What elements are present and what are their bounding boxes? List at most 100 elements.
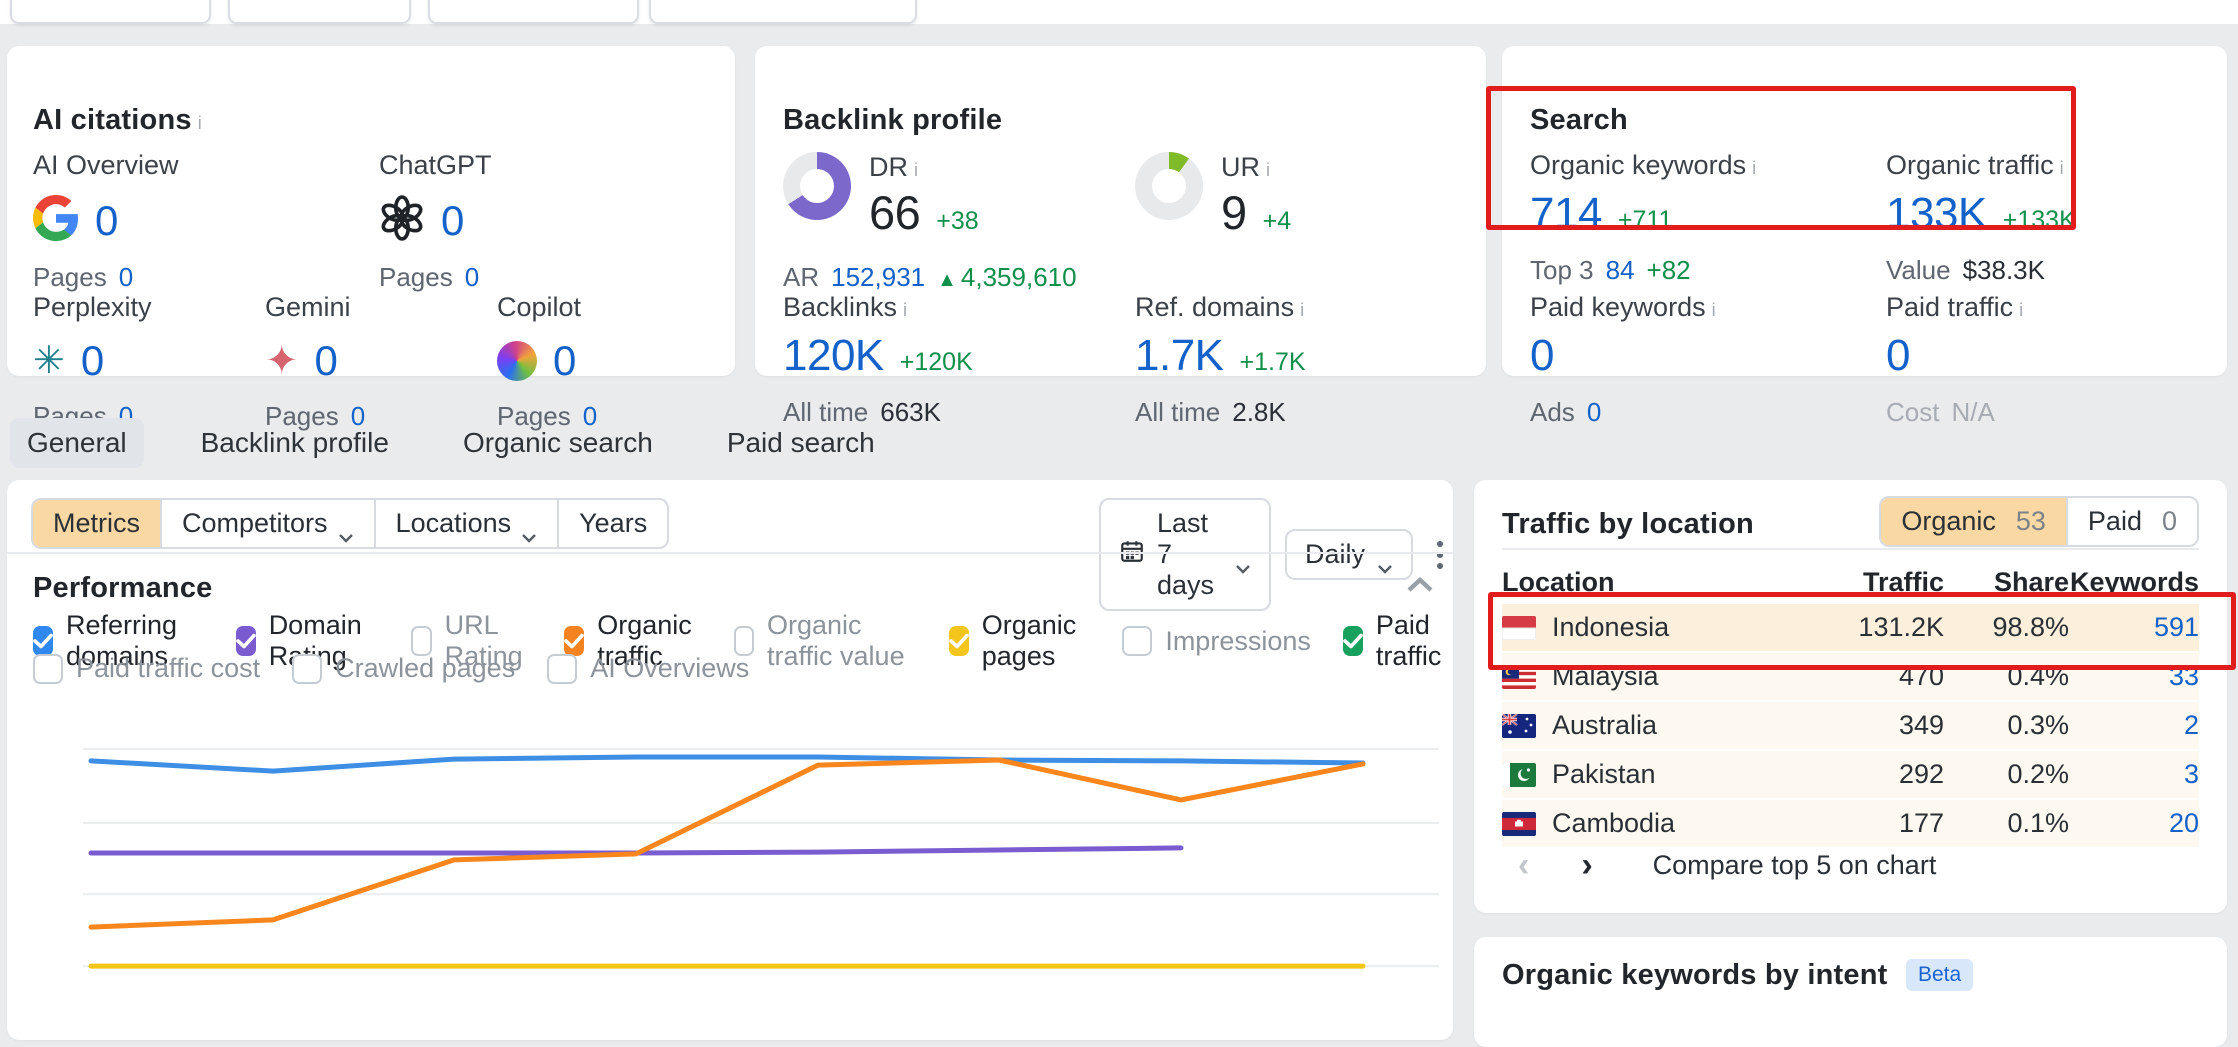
top3-value[interactable]: 84 <box>1605 255 1635 285</box>
checkbox-ai-overviews[interactable]: AI Overviews <box>547 653 749 684</box>
kebab-menu-icon[interactable] <box>1427 531 1453 579</box>
segment-competitors[interactable]: Competitors <box>160 500 374 547</box>
checkbox-url-rating[interactable]: URL Rating <box>411 610 532 672</box>
segment-metrics[interactable]: Metrics <box>33 500 160 547</box>
info-icon[interactable] <box>914 152 918 183</box>
checkbox-paid-traffic-cost[interactable]: Paid traffic cost <box>33 653 260 684</box>
table-row-indonesia[interactable]: Indonesia 131.2K 98.8% 591 <box>1502 602 2199 651</box>
stat-label: DR <box>869 152 908 182</box>
unchecked-checkbox-icon[interactable] <box>411 626 432 656</box>
pages-label: Pages <box>33 262 107 292</box>
granularity-button[interactable]: Daily <box>1284 529 1413 580</box>
stat-value[interactable]: 0 <box>80 337 105 384</box>
backlinks-value[interactable]: 120K <box>783 331 884 380</box>
keywords-link[interactable]: 20 <box>2168 808 2199 838</box>
compare-top5-label[interactable]: Compare top 5 on chart <box>1652 849 1937 880</box>
segment-years[interactable]: Years <box>557 500 667 547</box>
stat-ur: UR 9 +4 <box>1135 152 1291 240</box>
stat-value[interactable]: 0 <box>314 337 338 384</box>
stat-value[interactable]: 0 <box>553 337 577 384</box>
pages-value[interactable]: 0 <box>118 262 134 292</box>
ai-citations-card: AI citations AI Overview 0 Pages 0 ChatGP… <box>7 46 735 431</box>
checked-checkbox-icon[interactable] <box>235 626 256 656</box>
tab-organic-search[interactable]: Organic search <box>462 427 653 458</box>
keywords-link[interactable]: 3 <box>2183 759 2199 789</box>
segment-locations[interactable]: Locations <box>373 500 558 547</box>
next-page-icon[interactable]: › <box>1581 846 1593 884</box>
top-cropped-field[interactable] <box>428 0 639 24</box>
unchecked-checkbox-icon[interactable] <box>1122 626 1153 656</box>
checkbox-organic-pages[interactable]: Organic pages <box>948 610 1091 672</box>
unchecked-checkbox-icon[interactable] <box>33 653 63 684</box>
info-icon[interactable] <box>198 104 202 137</box>
top-cropped-field[interactable] <box>228 0 411 24</box>
backlink-profile-card: Backlink profile DR 66 +38 AR 152,931 4,… <box>755 46 1486 427</box>
checked-checkbox-icon[interactable] <box>564 626 585 656</box>
tab-paid-search[interactable]: Paid search <box>726 427 875 458</box>
checked-checkbox-icon[interactable] <box>33 626 53 656</box>
table-row-cambodia[interactable]: Cambodia 177 0.1% 20 <box>1502 798 2199 847</box>
performance-checkbox-row-2: Paid traffic cost Crawled pages AI Overvie… <box>33 653 749 684</box>
checked-checkbox-icon[interactable] <box>1342 626 1363 656</box>
stat-label: Paid keywords <box>1530 292 1706 322</box>
tab-backlink-profile[interactable]: Backlink profile <box>200 427 389 458</box>
checkbox-label: URL Rating <box>444 610 523 671</box>
checkbox-paid-traffic[interactable]: Paid traffic <box>1342 610 1453 672</box>
organic-count: 53 <box>2015 506 2046 536</box>
toggle-paid[interactable]: Paid 0 <box>2065 498 2197 545</box>
location-table-header: Location Traffic Share Keywords <box>1502 562 2199 602</box>
google-g-icon <box>33 195 79 246</box>
paid-keywords-value[interactable]: 0 <box>1530 331 1554 380</box>
copilot-icon <box>497 341 537 381</box>
checkbox-impressions[interactable]: Impressions <box>1122 626 1311 657</box>
ads-label: Ads <box>1530 397 1575 427</box>
unchecked-checkbox-icon[interactable] <box>292 653 323 684</box>
keywords-link[interactable]: 2 <box>2183 710 2199 740</box>
info-icon[interactable] <box>1266 152 1270 183</box>
unchecked-checkbox-icon[interactable] <box>733 626 755 656</box>
search-title: Search <box>1530 104 1628 136</box>
toggle-organic[interactable]: Organic 53 <box>1881 498 2066 545</box>
stat-paid-keywords: Paid keywords 0 Ads 0 <box>1530 292 1716 428</box>
checkbox-organic-traffic-value[interactable]: Organic traffic value <box>733 610 917 672</box>
checked-checkbox-icon[interactable] <box>948 626 969 656</box>
performance-title: Performance <box>33 572 213 604</box>
stat-value[interactable]: 0 <box>441 196 465 244</box>
tab-general[interactable]: General <box>10 418 144 468</box>
flag-cambodia-icon <box>1502 811 1536 836</box>
top-cropped-field[interactable] <box>10 0 211 24</box>
ar-value[interactable]: 152,931 <box>831 262 926 292</box>
alltime-value: 663K <box>880 397 941 427</box>
pages-value[interactable]: 0 <box>582 401 598 431</box>
checkbox-referring-domains[interactable]: Referring domains <box>33 610 204 672</box>
stat-label: Ref. domains <box>1135 292 1295 322</box>
stat-value[interactable]: 0 <box>95 196 119 244</box>
pages-value[interactable]: 0 <box>464 262 480 292</box>
top-cropped-field[interactable] <box>649 0 917 24</box>
date-range-button[interactable]: Last 7 days <box>1099 498 1271 611</box>
info-icon[interactable] <box>1712 292 1716 323</box>
annotation-box-indonesia <box>1488 592 2236 670</box>
paid-traffic-value[interactable]: 0 <box>1886 331 1910 380</box>
table-row-australia[interactable]: Australia 349 0.3% 2 <box>1502 700 2199 749</box>
info-icon[interactable] <box>1300 292 1304 323</box>
info-icon[interactable] <box>2019 292 2023 323</box>
gemini-icon: ✦ <box>265 339 299 383</box>
view-segmented-control: Metrics Competitors Locations Years <box>31 498 670 549</box>
ads-value[interactable]: 0 <box>1586 397 1602 427</box>
keywords-link[interactable]: 591 <box>2153 612 2199 642</box>
series-referring-domains <box>88 754 1366 774</box>
collapse-chevron-icon[interactable] <box>1405 576 1435 599</box>
backlinks-delta: +120K <box>899 348 973 376</box>
table-row-pakistan[interactable]: Pakistan 292 0.2% 3 <box>1502 749 2199 798</box>
dr-donut-chart <box>783 152 851 220</box>
checkbox-crawled-pages[interactable]: Crawled pages <box>292 653 515 684</box>
unchecked-checkbox-icon[interactable] <box>547 653 578 684</box>
prev-page-icon[interactable]: ‹ <box>1518 846 1530 884</box>
checkbox-organic-traffic[interactable]: Organic traffic <box>564 610 702 672</box>
pages-label: Pages <box>265 401 339 431</box>
info-icon[interactable] <box>903 292 907 323</box>
column-keywords: Keywords <box>2069 566 2199 597</box>
ref-domains-value[interactable]: 1.7K <box>1135 331 1224 380</box>
pages-value[interactable]: 0 <box>350 401 366 431</box>
